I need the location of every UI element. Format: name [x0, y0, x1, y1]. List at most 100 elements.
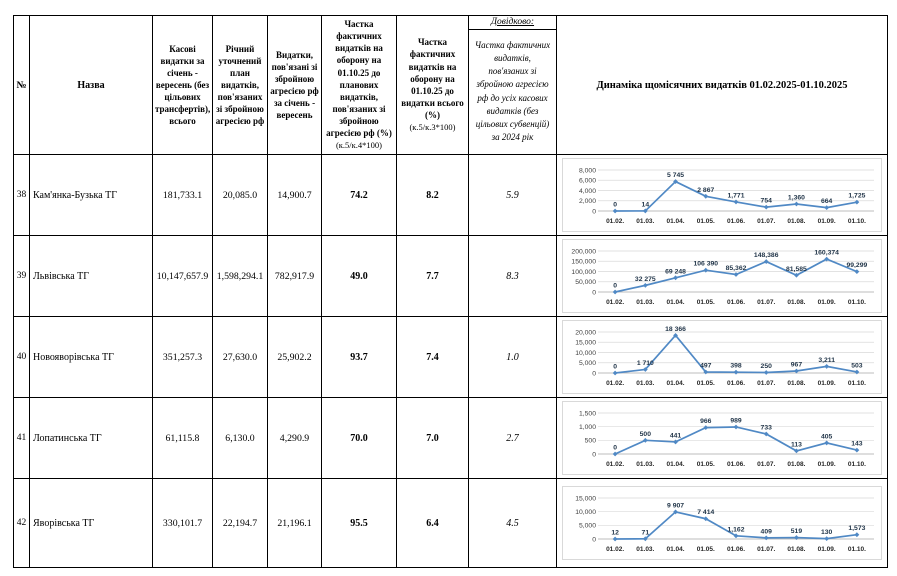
col-header-cash: Касові видатки за січень - вересень (без… [152, 15, 213, 155]
reference-cell: 5.9 [468, 154, 557, 236]
svg-text:01.03.: 01.03. [636, 299, 654, 306]
svg-text:01.10.: 01.10. [848, 380, 866, 387]
svg-text:01.06.: 01.06. [727, 546, 745, 553]
col-header-share-plan: Частка фактичних видатків на оборону на … [321, 15, 397, 155]
svg-text:200,000: 200,000 [571, 248, 596, 255]
share-plan-cell: 49.0 [321, 235, 397, 317]
plan-cell: 6,130.0 [212, 397, 268, 479]
svg-text:500: 500 [585, 438, 597, 445]
col-header-share-total: Частка фактичних видатків на оборону на … [396, 15, 469, 155]
svg-text:85,362: 85,362 [726, 265, 747, 272]
col-header-share-plan-formula: (к.5/к.4*100) [335, 140, 383, 151]
svg-text:100,000: 100,000 [571, 269, 596, 276]
reference-header-inner: Довідково: Частка фактичних видатків, по… [469, 17, 556, 154]
row-number-cell: 41 [13, 397, 30, 479]
svg-text:01.09.: 01.09. [818, 218, 836, 225]
svg-text:01.05.: 01.05. [697, 380, 715, 387]
svg-text:733: 733 [761, 424, 773, 431]
svg-text:7 414: 7 414 [697, 509, 714, 516]
community-name-cell: Львівська ТГ [29, 235, 153, 317]
reference-title: Довідково: [469, 17, 556, 30]
svg-text:1 710: 1 710 [637, 360, 654, 367]
expend-cell: 21,196.1 [267, 478, 322, 568]
expend-cell: 25,902.2 [267, 316, 322, 398]
svg-text:81,585: 81,585 [786, 266, 807, 273]
svg-text:1,573: 1,573 [848, 525, 865, 532]
row-number-cell: 38 [13, 154, 30, 236]
svg-text:01.06.: 01.06. [727, 461, 745, 468]
svg-text:01.07.: 01.07. [757, 299, 775, 306]
svg-text:01.03.: 01.03. [636, 546, 654, 553]
svg-text:01.02.: 01.02. [606, 461, 624, 468]
svg-text:01.10.: 01.10. [848, 218, 866, 225]
svg-text:01.07.: 01.07. [757, 461, 775, 468]
reference-cell: 4.5 [468, 478, 557, 568]
table-row: 40 Новояворівська ТГ 351,257.3 27,630.0 … [13, 316, 888, 398]
svg-text:69 248: 69 248 [665, 268, 686, 275]
svg-text:01.10.: 01.10. [848, 299, 866, 306]
svg-text:01.09.: 01.09. [818, 299, 836, 306]
svg-text:32 275: 32 275 [635, 276, 656, 283]
svg-text:503: 503 [851, 362, 863, 369]
svg-text:14: 14 [642, 201, 650, 208]
svg-text:01.04.: 01.04. [667, 546, 685, 553]
svg-text:409: 409 [761, 528, 773, 535]
table-row: 38 Кам'янка-Бузька ТГ 181,733.1 20,085.0… [13, 154, 888, 236]
svg-text:989: 989 [730, 417, 742, 424]
svg-text:01.09.: 01.09. [818, 461, 836, 468]
svg-text:20,000: 20,000 [575, 329, 596, 336]
svg-text:01.07.: 01.07. [757, 546, 775, 553]
svg-text:01.06.: 01.06. [727, 299, 745, 306]
community-name-cell: Лопатинська ТГ [29, 397, 153, 479]
expend-cell: 4,290.9 [267, 397, 322, 479]
svg-text:0: 0 [613, 202, 617, 209]
cash-cell: 10,147,657.9 [152, 235, 213, 317]
svg-text:01.07.: 01.07. [757, 380, 775, 387]
svg-text:1,771: 1,771 [727, 192, 744, 199]
svg-text:15,000: 15,000 [575, 340, 596, 347]
dynamics-chart-cell: 0 500 1,000 1,500 0 01.02. 500 01.03. 441 01.04. 9… [556, 397, 888, 479]
col-header-share-plan-text: Частка фактичних видатків на оборону на … [326, 19, 392, 139]
svg-text:519: 519 [791, 528, 803, 535]
svg-text:01.03.: 01.03. [636, 461, 654, 468]
community-name-cell: Кам'янка-Бузька ТГ [29, 154, 153, 236]
share-plan-cell: 74.2 [321, 154, 397, 236]
cash-cell: 61,115.8 [152, 397, 213, 479]
svg-text:160,374: 160,374 [814, 250, 839, 257]
col-header-share-total-formula: (к.5/к.3*100) [409, 122, 456, 133]
plan-cell: 20,085.0 [212, 154, 268, 236]
svg-text:664: 664 [821, 198, 833, 205]
row-number-cell: 40 [13, 316, 30, 398]
monthly-expenditure-chart: 0 5,000 10,000 15,000 12 01.02. 71 01.03. 9 907 0… [562, 486, 882, 560]
col-header-share-total-text: Частка фактичних видатків на оборону на … [401, 37, 464, 121]
share-total-cell: 8.2 [396, 154, 469, 236]
svg-text:18 366: 18 366 [665, 326, 686, 333]
col-header-name: Назва [29, 15, 153, 155]
svg-text:106 390: 106 390 [693, 261, 718, 268]
svg-text:0: 0 [592, 451, 596, 458]
svg-text:01.07.: 01.07. [757, 218, 775, 225]
cash-cell: 351,257.3 [152, 316, 213, 398]
svg-text:754: 754 [761, 198, 773, 205]
svg-text:113: 113 [791, 441, 802, 448]
svg-text:1,360: 1,360 [788, 195, 805, 202]
svg-text:0: 0 [592, 370, 596, 377]
svg-text:0: 0 [613, 364, 617, 371]
dynamics-chart-cell: 0 5,000 10,000 15,000 20,000 0 01.02. 1 710 01.0… [556, 316, 888, 398]
svg-text:250: 250 [761, 363, 773, 370]
svg-text:5 745: 5 745 [667, 172, 684, 179]
svg-text:01.04.: 01.04. [667, 218, 685, 225]
svg-text:10,000: 10,000 [575, 509, 596, 516]
svg-text:150,000: 150,000 [571, 259, 596, 266]
svg-text:1,500: 1,500 [579, 410, 596, 417]
svg-text:01.09.: 01.09. [818, 546, 836, 553]
reference-cell: 1.0 [468, 316, 557, 398]
share-total-cell: 7.0 [396, 397, 469, 479]
svg-text:1,000: 1,000 [579, 424, 596, 431]
share-total-cell: 7.7 [396, 235, 469, 317]
share-total-cell: 6.4 [396, 478, 469, 568]
svg-text:01.03.: 01.03. [636, 380, 654, 387]
monthly-expenditure-chart: 0 500 1,000 1,500 0 01.02. 500 01.03. 441 01.04. 9… [562, 401, 882, 475]
svg-text:12: 12 [611, 529, 619, 536]
dynamics-chart-cell: 0 5,000 10,000 15,000 12 01.02. 71 01.03. 9 907 0… [556, 478, 888, 568]
